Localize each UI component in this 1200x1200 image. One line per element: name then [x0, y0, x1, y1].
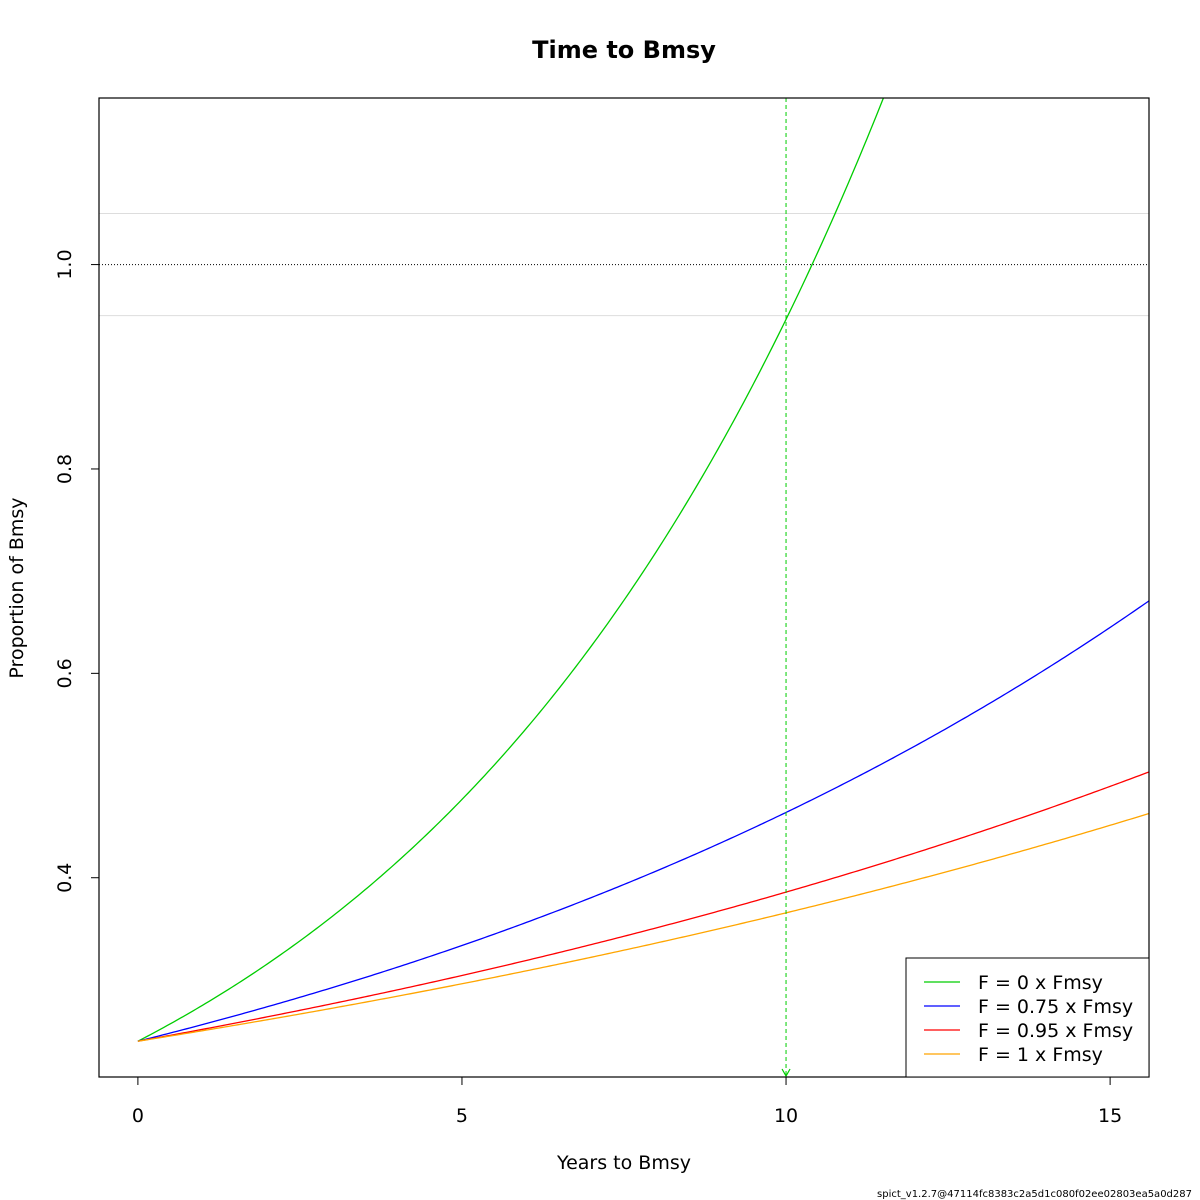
y-tick-label-1: 0.6 [54, 658, 76, 688]
plot-area [98, 97, 1150, 1078]
legend-label-1: F = 0.75 x Fmsy [978, 996, 1133, 1018]
y-tick-label-3: 1.0 [54, 249, 76, 279]
marker-arrow [781, 1068, 791, 1078]
footer-version: spict_v1.2.7@47114fc8383c2a5d1c080f02ee0… [877, 1189, 1192, 1200]
series-line-3 [137, 812, 1149, 1042]
legend-label-0: F = 0 x Fmsy [978, 972, 1103, 994]
x-tick-label-2: 10 [774, 1105, 798, 1127]
y-axis: 0.4 0.6 0.8 1.0 [54, 249, 99, 893]
plot-frame [98, 97, 1150, 1078]
y-axis-label: Proportion of Bmsy [6, 497, 28, 678]
series-line-0 [137, 98, 885, 1042]
legend-box [905, 957, 1150, 1078]
x-axis-label: Years to Bmsy [556, 1152, 691, 1174]
y-tick-label-0: 0.4 [54, 863, 76, 893]
series-line-1 [137, 600, 1149, 1042]
x-tick-label-1: 5 [456, 1105, 468, 1127]
x-axis: 0 5 10 15 [132, 1077, 1122, 1127]
series-line-2 [137, 771, 1149, 1042]
x-tick-label-3: 15 [1098, 1105, 1122, 1127]
legend-label-2: F = 0.95 x Fmsy [978, 1020, 1133, 1042]
legend-label-3: F = 1 x Fmsy [978, 1044, 1103, 1066]
y-tick-label-2: 0.8 [54, 454, 76, 484]
x-tick-label-0: 0 [132, 1105, 144, 1127]
chart-title: Time to Bmsy [532, 36, 716, 64]
